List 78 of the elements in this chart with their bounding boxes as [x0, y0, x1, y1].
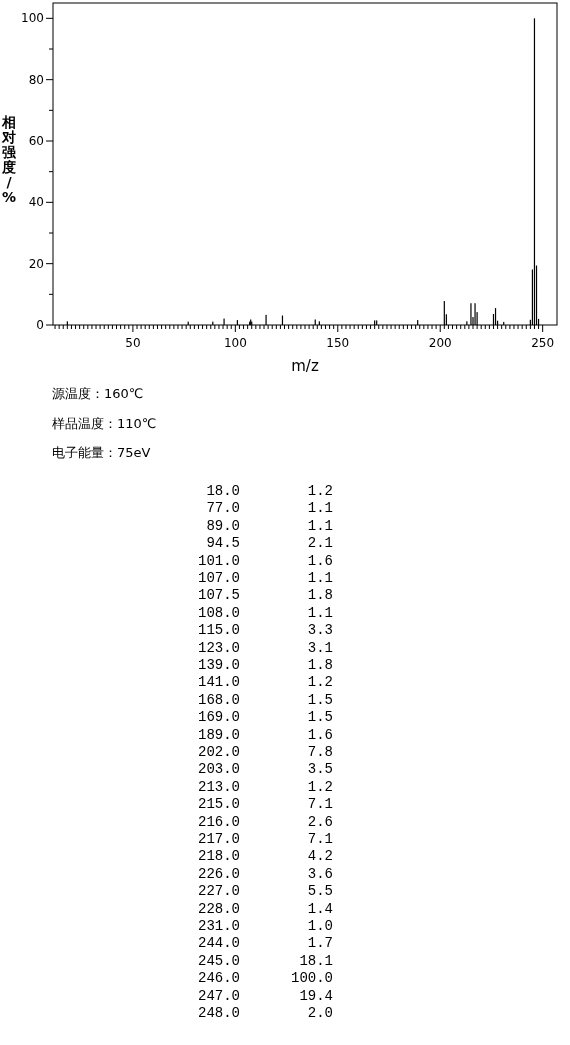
text: 2.0: [307, 1005, 333, 1021]
y-tick-label: 80: [28, 72, 44, 87]
text: 样品温度：110℃: [52, 415, 157, 431]
text: 248.0: [197, 1005, 240, 1021]
text: 231.0: [197, 918, 240, 934]
y-tick-label: 0: [36, 318, 44, 332]
text: 源温度：160℃: [52, 386, 144, 401]
text: 1.5: [307, 709, 333, 726]
text: 226.0: [197, 865, 240, 882]
x-tick-label: 250: [531, 336, 555, 350]
text: 141.0: [197, 674, 240, 691]
text: 246.0: [197, 970, 240, 987]
text: 1.2: [307, 778, 333, 795]
text: 108.0: [197, 604, 240, 621]
text: 5.5: [307, 883, 333, 900]
text: 218.0: [197, 848, 240, 865]
text: 1.7: [307, 935, 333, 952]
text: 4.2: [307, 848, 333, 865]
text: 2.1: [307, 535, 333, 552]
text: 7.1: [307, 831, 333, 847]
text: 107.5: [197, 587, 240, 604]
text: 139.0: [197, 657, 240, 673]
text: 19.4: [299, 987, 333, 1004]
text: 1.8: [307, 587, 333, 604]
text: 2.6: [307, 813, 333, 830]
text: 1.1: [307, 570, 333, 586]
text: 123.0: [197, 639, 240, 656]
text: 1.5: [307, 691, 333, 708]
y-tick-label: 100: [21, 11, 44, 26]
text: 228.0: [197, 900, 240, 917]
text: 3.6: [307, 865, 333, 882]
text: 216.0: [197, 813, 240, 830]
text: 245.0: [197, 952, 240, 969]
text: 18.0: [206, 483, 240, 499]
text: 1.6: [307, 552, 333, 569]
text: 18.1: [299, 952, 333, 969]
text: 3.1: [307, 639, 333, 656]
text: 1.2: [307, 483, 333, 499]
x-tick-label: 100: [223, 336, 247, 350]
text: 227.0: [197, 883, 240, 900]
y-tick-label: 40: [28, 195, 44, 210]
text: 电子能量：75eV: [52, 445, 151, 460]
text: 77.0: [206, 500, 240, 517]
text: 213.0: [197, 778, 240, 795]
text: 168.0: [197, 691, 240, 708]
text: 215.0: [197, 796, 240, 813]
y-tick-label: 60: [28, 134, 44, 148]
x-tick-label: 150: [326, 336, 350, 350]
y-tick-label: 20: [28, 256, 44, 271]
text: 89.0: [206, 517, 240, 534]
x-tick-label: 200: [428, 336, 452, 350]
text: 1.2: [307, 674, 333, 691]
text: 217.0: [197, 831, 240, 847]
x-tick-label: 50: [125, 336, 141, 350]
text: 244.0: [197, 935, 240, 952]
text: 7.1: [307, 796, 333, 813]
text: 101.0: [197, 552, 240, 569]
text: 3.5: [307, 761, 333, 778]
text: 1.4: [307, 900, 333, 917]
text: 7.8: [307, 744, 333, 760]
text: 1.8: [307, 657, 333, 673]
text: 1.1: [307, 517, 333, 534]
text: 115.0: [197, 622, 240, 639]
text: 1.1: [307, 604, 333, 621]
y-axis-title: 相对强度/%: [1, 113, 17, 205]
text: 189.0: [197, 726, 240, 743]
text: 107.0: [197, 570, 240, 586]
text: 94.5: [206, 535, 240, 552]
text: 1.1: [307, 500, 333, 517]
text: 203.0: [197, 761, 240, 778]
text: 100.0: [290, 970, 333, 987]
text: 1.0: [307, 918, 333, 934]
text: 247.0: [197, 987, 240, 1004]
x-axis-title: m/z: [291, 357, 319, 375]
text: 202.0: [197, 744, 240, 760]
text: 3.3: [307, 622, 333, 639]
text: 1.6: [307, 726, 333, 743]
text: 169.0: [197, 709, 240, 726]
